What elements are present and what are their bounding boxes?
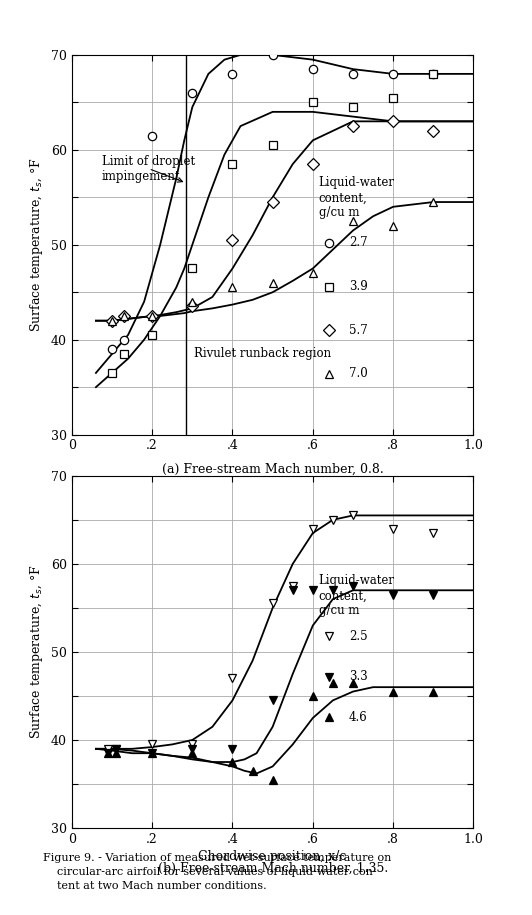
Text: (b) Free-stream Mach number, 1.35.: (b) Free-stream Mach number, 1.35. (157, 862, 388, 875)
Text: 2.5: 2.5 (349, 630, 368, 642)
Text: Limit of droplet
impingement: Limit of droplet impingement (102, 155, 195, 183)
Text: 4.6: 4.6 (349, 711, 368, 724)
Text: 3.9: 3.9 (349, 280, 368, 293)
X-axis label: Chordwise position, x/c: Chordwise position, x/c (198, 850, 347, 863)
Text: 5.7: 5.7 (349, 324, 368, 337)
Y-axis label: Surface temperature, $t_s$, $\degree$F: Surface temperature, $t_s$, $\degree$F (28, 157, 45, 332)
Y-axis label: Surface temperature, $t_s$, $\degree$F: Surface temperature, $t_s$, $\degree$F (28, 565, 45, 739)
Text: Liquid-water
content,
g/cu m: Liquid-water content, g/cu m (319, 575, 395, 618)
Text: 7.0: 7.0 (349, 367, 368, 381)
Text: (a) Free-stream Mach number, 0.8.: (a) Free-stream Mach number, 0.8. (162, 463, 384, 476)
Text: 3.3: 3.3 (349, 670, 368, 684)
Text: Rivulet runback region: Rivulet runback region (194, 348, 331, 361)
Text: Liquid-water
content,
g/cu m: Liquid-water content, g/cu m (319, 177, 395, 220)
Text: 2.7: 2.7 (349, 236, 368, 250)
Text: Figure 9. - Variation of measured wet-surface temperature on
    circular-arc ai: Figure 9. - Variation of measured wet-su… (43, 853, 391, 891)
